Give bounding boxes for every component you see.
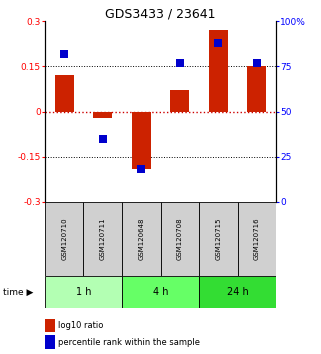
Text: GSM120648: GSM120648 [138, 218, 144, 260]
Title: GDS3433 / 23641: GDS3433 / 23641 [105, 7, 216, 20]
Point [62, 51, 67, 57]
Bar [122, 202, 160, 276]
Bar [132, 112, 151, 169]
Point [100, 136, 105, 141]
Bar [209, 30, 228, 112]
Text: GSM120716: GSM120716 [254, 218, 260, 260]
Bar [199, 202, 238, 276]
Text: 24 h: 24 h [227, 287, 248, 297]
Point [216, 40, 221, 46]
Text: log10 ratio: log10 ratio [58, 321, 103, 330]
Text: time ▶: time ▶ [3, 287, 34, 297]
Bar [45, 202, 83, 276]
Bar [122, 276, 199, 308]
Point [254, 60, 259, 65]
Text: GSM120715: GSM120715 [215, 218, 221, 260]
Text: GSM120711: GSM120711 [100, 218, 106, 260]
Text: 4 h: 4 h [153, 287, 168, 297]
Text: GSM120708: GSM120708 [177, 218, 183, 260]
Bar [45, 276, 122, 308]
Bar [199, 276, 276, 308]
Bar [238, 202, 276, 276]
Point [139, 166, 144, 172]
Bar [160, 202, 199, 276]
Bar [83, 202, 122, 276]
Bar [93, 112, 112, 118]
Text: GSM120710: GSM120710 [61, 218, 67, 260]
Bar [247, 67, 266, 112]
Bar [170, 91, 189, 112]
Text: percentile rank within the sample: percentile rank within the sample [58, 338, 200, 347]
Point [177, 60, 182, 65]
Text: 1 h: 1 h [76, 287, 91, 297]
Bar [55, 75, 74, 112]
